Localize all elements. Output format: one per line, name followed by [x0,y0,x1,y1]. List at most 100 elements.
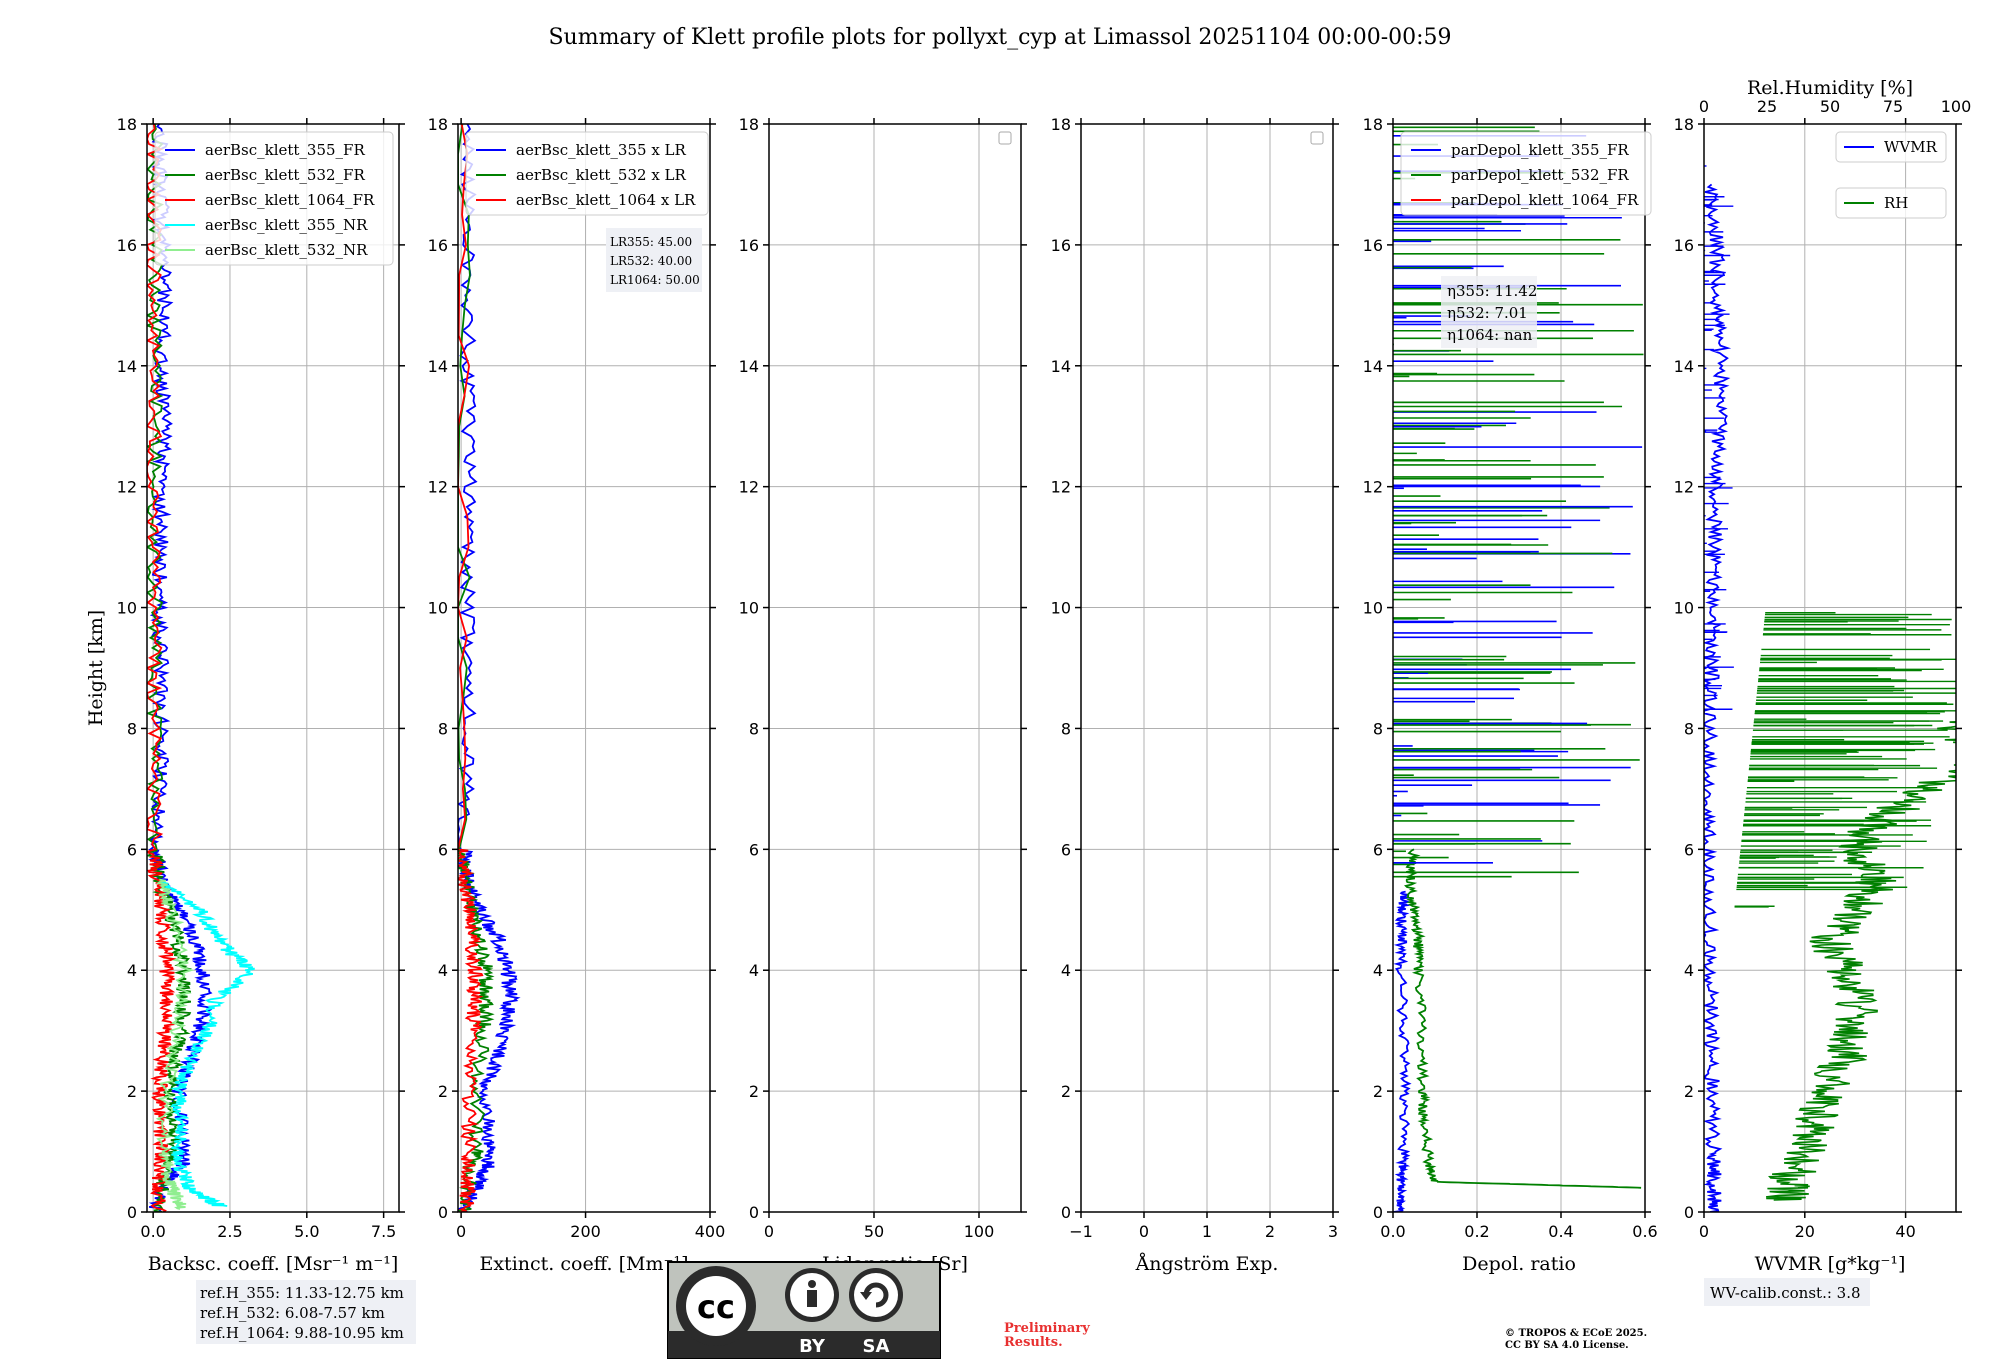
y-tick-label: 14 [428,357,448,376]
y-tick-label: 12 [1674,478,1694,497]
axes-frame [768,123,1022,1213]
x-tick-label: 20 [1795,1222,1815,1241]
y-tick-label: 18 [428,115,448,134]
y-tick-label: 6 [749,840,759,859]
x-tick-label: 2 [1265,1222,1275,1241]
preliminary-line-1: Preliminary [1004,1321,1090,1336]
eta-box [1441,276,1537,348]
ref-height-1064: ref.H_1064: 9.88-10.95 km [200,1324,404,1342]
legend-label: aerBsc_klett_1064 x LR [516,191,696,209]
legend-label: parDepol_klett_532_FR [1451,166,1629,184]
axes-frame [457,123,711,1213]
preliminary-line-2: Results. [1004,1335,1063,1350]
legend-box [1835,187,1947,219]
lidar-ratio-text: LR532: 40.00 [610,254,692,268]
figure-title: Summary of Klett profile plots for polly… [548,25,1451,50]
y-tick-label: 16 [1363,236,1383,255]
y-tick-label: 16 [1674,236,1694,255]
axes-frame [1392,123,1646,1213]
legend-label: aerBsc_klett_532 x LR [516,166,687,184]
y-tick-label: 10 [117,599,137,618]
y-tick-label: 12 [117,478,137,497]
series-line-aerBsc_klett_532_FR [147,124,192,1212]
y-tick-label: 2 [1061,1082,1071,1101]
legend-label: WVMR [1884,138,1938,156]
legend-box [154,131,394,266]
y-tick-label: 6 [1373,840,1383,859]
sa-label: SA [863,1336,890,1357]
axes-frame [1703,123,1957,1213]
series-line-aerBsc_klett_1064 x LR [458,124,484,1212]
plot-area [147,124,255,1212]
y-tick-label: 6 [127,840,137,859]
y-tick-label: 14 [1051,357,1071,376]
ref-height-355: ref.H_355: 11.33-12.75 km [200,1284,404,1302]
x-tick-label: 0.0 [1380,1222,1405,1241]
x-tick-label: 0 [764,1222,774,1241]
series-line-aerBsc_klett_532_NR [155,878,195,1210]
y-tick-label: 10 [1674,599,1694,618]
legend-box [1835,131,1947,163]
y-tick-label: 2 [127,1082,137,1101]
y-tick-label: 2 [438,1082,448,1101]
y-tick-label: 6 [1684,840,1694,859]
plot-area [1704,165,1956,1212]
y-tick-label: 6 [438,840,448,859]
y-tick-label: 14 [739,357,759,376]
y-tick-label: 8 [127,719,137,738]
x-tick-label: 7.5 [371,1222,396,1241]
y-tick-label: 0 [1373,1203,1383,1222]
y-tick-label: 8 [1684,719,1694,738]
panel-2: 0 2 4 6 8 10 12 14 16 18 0 200 400 Extinct. coeff. [M… [428,115,726,1275]
y-tick-label: 18 [1363,115,1383,134]
y-tick-label: 14 [1363,357,1383,376]
legend-label: aerBsc_klett_355 x LR [516,141,687,159]
y-tick-label: 8 [1061,719,1071,738]
reference-height-box: ref.H_355: 11.33-12.75 km ref.H_532: 6.0… [196,1280,416,1344]
x-tick-label: 0.4 [1548,1222,1573,1241]
y-tick-label: 12 [428,478,448,497]
y-tick-label: 14 [1674,357,1694,376]
cc-text: cc [697,1288,735,1326]
by-label: BY [799,1336,826,1357]
y-tick-label: 0 [749,1203,759,1222]
legend-label: aerBsc_klett_532_FR [205,166,365,184]
y-tick-label: 6 [1061,840,1071,859]
y-tick-label: 16 [739,236,759,255]
x-tick-label: 40 [1895,1222,1915,1241]
series-line-aerBsc_klett_532 x LR [458,124,495,1212]
y-tick-label: 4 [127,961,137,980]
cc-license-badge: cc BY SA [667,1261,941,1359]
lidar-ratio-text: LR1064: 50.00 [610,273,700,287]
y-tick-label: 12 [739,478,759,497]
y-tick-label: 16 [1051,236,1071,255]
y-axis-label: Height [km] [85,610,107,726]
y-tick-label: 4 [1684,961,1694,980]
eta-text: η532: 7.01 [1447,304,1528,322]
x2-tick-label: 75 [1883,97,1903,116]
x-axis-label: Extinct. coeff. [Mm⁻¹] [479,1253,688,1275]
y-tick-label: 4 [749,961,759,980]
panel-3: 024681012141618050100Lidar ratio [Sr] [739,115,1027,1275]
panel-1: 0 2 4 6 8 10 12 14 16 18 0.0 2.5 5.0 7.5 Backsc. coeff… [85,115,405,1275]
x-tick-label: −1 [1069,1222,1093,1241]
y-tick-label: 18 [117,115,137,134]
x-tick-label: 400 [695,1222,726,1241]
y-tick-label: 8 [1373,719,1383,738]
wv-calib-box: WV-calib.const.: 3.8 [1704,1278,1870,1306]
y-tick-label: 0 [438,1203,448,1222]
series-line-aerBsc_klett_355_NR [160,879,255,1207]
x-tick-label: 200 [570,1222,601,1241]
y-tick-label: 18 [739,115,759,134]
panel-6: 0 2 4 6 8 10 12 14 16 18 0 20 40 WVMR [g*kg⁻¹] 0 25 50 75… [1674,77,1972,1275]
y-tick-label: 2 [749,1082,759,1101]
axes-frame [146,123,400,1213]
x-tick-label: 0 [1699,1222,1709,1241]
y-tick-label: 10 [428,599,448,618]
copyright-line-1: © TROPOS & ECoE 2025. [1505,1328,1647,1339]
lidar-ratio-box [606,228,702,292]
empty-legend-box [1310,131,1324,145]
legend-box [465,131,709,216]
